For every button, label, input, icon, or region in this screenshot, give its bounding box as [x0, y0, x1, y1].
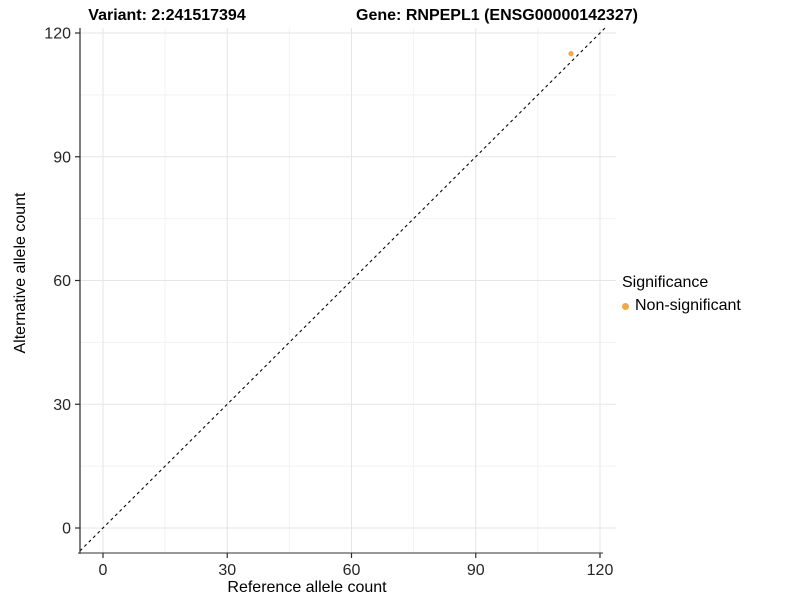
- gene-title: Gene: RNPEPL1 (ENSG00000142327): [356, 7, 638, 24]
- legend-point-icon: [622, 302, 629, 310]
- y-tick-label: 90: [53, 149, 71, 166]
- legend-entry-label: Non-significant: [635, 297, 741, 314]
- variant-title: Variant: 2:241517394: [88, 7, 246, 24]
- x-tick-label: 0: [99, 562, 108, 579]
- identity-reference-line: [79, 27, 606, 552]
- legend: Significance Non-significant: [622, 274, 741, 315]
- legend-entry: Non-significant: [622, 297, 741, 315]
- legend-title: Significance: [622, 274, 709, 291]
- y-tick-label: 0: [62, 521, 71, 538]
- x-tick-label: 90: [467, 562, 485, 579]
- x-axis-title: Reference allele count: [227, 579, 387, 596]
- y-tick-label: 120: [44, 26, 71, 43]
- data-point: [568, 51, 574, 57]
- y-tick-label: 30: [53, 397, 71, 414]
- x-tick-label: 120: [587, 562, 614, 579]
- x-tick-label: 60: [343, 562, 361, 579]
- x-tick-label: 30: [218, 562, 236, 579]
- y-tick-label: 60: [53, 273, 71, 290]
